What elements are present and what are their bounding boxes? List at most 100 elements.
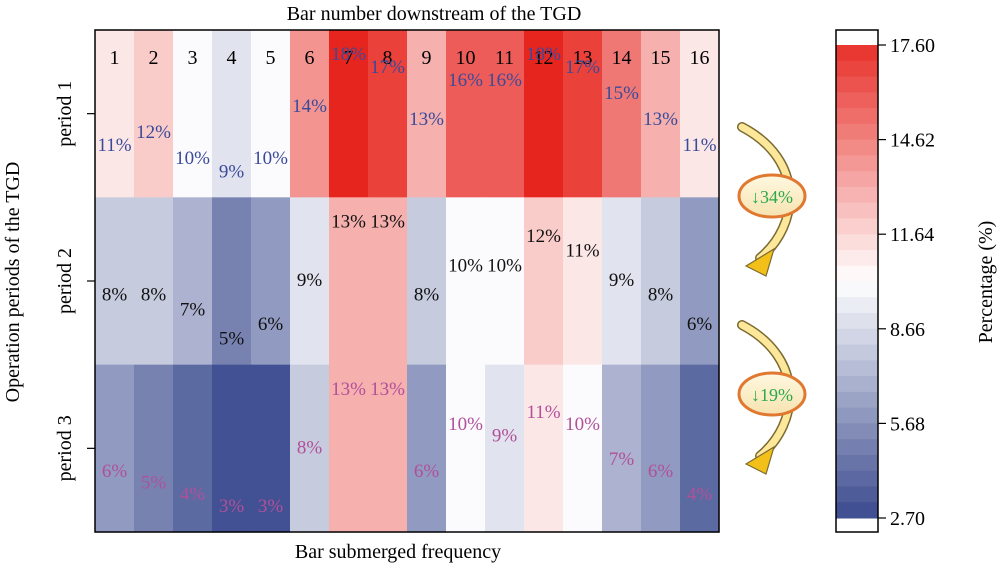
heatmap-cell bbox=[173, 197, 213, 366]
heatmap-cell bbox=[602, 364, 642, 533]
y-tick-label: period 3 bbox=[54, 415, 76, 481]
cell-value-label: 6% bbox=[102, 461, 128, 482]
colorbar-band bbox=[836, 281, 878, 298]
cell-value-label: 10% bbox=[448, 414, 483, 435]
reduction-annotation: ↓34% bbox=[737, 122, 807, 277]
heatmap-cell bbox=[290, 364, 330, 533]
heatmap-cell bbox=[563, 30, 603, 198]
x-tick-label: 8 bbox=[383, 47, 393, 69]
cell-value-label: 5% bbox=[219, 329, 245, 350]
heatmap-cell bbox=[212, 197, 252, 366]
heatmap-cell bbox=[563, 197, 603, 366]
cell-labels: 11%12%10%9%10%14%18%17%13%16% 16%18%17%15… bbox=[97, 44, 716, 517]
colorbar-band bbox=[836, 502, 878, 519]
cell-value-label: 18% bbox=[331, 44, 366, 65]
heatmap-cell bbox=[524, 30, 564, 198]
cell-value-label: 3% bbox=[258, 496, 284, 517]
x-tick-label: 7 bbox=[344, 47, 354, 69]
cell-value-label: 13% bbox=[331, 211, 366, 232]
heatmap-cell bbox=[641, 364, 681, 533]
heatmap-cell bbox=[485, 197, 525, 366]
y-tick-label: period 1 bbox=[54, 81, 76, 147]
colorbar-tick-label: 2.70 bbox=[890, 508, 925, 530]
cell-value-label: 17% bbox=[565, 57, 600, 78]
heatmap-cell bbox=[602, 197, 642, 366]
cell-value-label: 13% bbox=[331, 379, 366, 400]
colorbar-band bbox=[836, 486, 878, 503]
cell-value-label: 14% bbox=[292, 96, 327, 117]
y-tick-label: period 2 bbox=[54, 248, 76, 314]
heatmap-cell bbox=[134, 197, 174, 366]
heatmap-cell bbox=[680, 30, 720, 198]
colorbar-tick-label: 14.62 bbox=[890, 130, 935, 152]
heatmap-cell bbox=[446, 197, 486, 366]
annotation-ellipse bbox=[737, 371, 807, 417]
cell-value-label: 6% bbox=[687, 314, 713, 335]
heatmap-cell bbox=[95, 197, 135, 366]
cell-value-label: 5% bbox=[141, 472, 167, 493]
colorbar-band bbox=[836, 171, 878, 188]
colorbar-band bbox=[836, 344, 878, 361]
colorbar-band bbox=[836, 123, 878, 141]
arrow-head bbox=[744, 247, 776, 277]
heatmap-cell bbox=[290, 197, 330, 366]
y-axis-label: Operation periods of the TGD bbox=[2, 162, 24, 403]
x-tick-label: 10 bbox=[456, 47, 476, 69]
heatmap-cell bbox=[485, 364, 525, 533]
annotation-label: ↓19% bbox=[751, 385, 793, 405]
heatmap-cell bbox=[251, 364, 291, 533]
colorbar-tick-label: 5.68 bbox=[890, 413, 925, 435]
cell-value-label: 10% bbox=[487, 255, 522, 276]
chart-title: Bar number downstream of the TGD bbox=[287, 3, 582, 25]
cell-value-label: 11% bbox=[682, 135, 716, 156]
heatmap-cell bbox=[407, 30, 447, 198]
cell-value-label: 6% bbox=[414, 461, 440, 482]
colorbar-band bbox=[836, 360, 878, 377]
heatmap-cell bbox=[446, 364, 486, 533]
heatmap-cell bbox=[524, 197, 564, 366]
heatmap-cell bbox=[134, 364, 174, 533]
cell-value-label: 8% bbox=[414, 285, 440, 306]
heatmap-cell bbox=[680, 197, 720, 366]
colorbar-band bbox=[836, 407, 878, 424]
cell-value-label: 9% bbox=[492, 426, 518, 447]
colorbar-band bbox=[836, 391, 878, 409]
heatmap-cell bbox=[173, 30, 213, 198]
cell-value-label: 6% bbox=[258, 314, 284, 335]
x-tick-label: 12 bbox=[534, 47, 554, 69]
colorbar-tick-label: 11.64 bbox=[890, 224, 934, 246]
heatmap-cell bbox=[641, 30, 681, 198]
colorbar-band bbox=[836, 423, 878, 440]
x-tick-label: 13 bbox=[573, 47, 593, 69]
colorbar-bands bbox=[836, 45, 878, 519]
heatmap-cell bbox=[173, 364, 213, 533]
cell-value-label: 8% bbox=[648, 285, 674, 306]
cell-value-label: 16% bbox=[487, 70, 522, 91]
colorbar-band bbox=[836, 186, 878, 204]
colorbar-tick-label: 8.66 bbox=[890, 319, 925, 341]
x-tick-label: 5 bbox=[266, 47, 276, 69]
annotation-label: ↓34% bbox=[751, 187, 793, 207]
x-tick-label: 2 bbox=[149, 47, 159, 69]
cell-value-label: 15% bbox=[604, 83, 639, 104]
heatmap-cell bbox=[95, 364, 135, 533]
colorbar-band bbox=[836, 202, 878, 219]
cell-value-label: 13% bbox=[643, 109, 678, 130]
heatmap-cell bbox=[563, 364, 603, 533]
heatmap-cell bbox=[212, 364, 252, 533]
colorbar-band bbox=[836, 265, 878, 282]
colorbar-band bbox=[836, 376, 878, 393]
colorbar-label: Percentage (%) bbox=[975, 221, 997, 344]
heatmap-cell bbox=[368, 364, 408, 533]
colorbar-band bbox=[836, 60, 878, 78]
heatmap-cell bbox=[329, 30, 369, 198]
heatmap-cell bbox=[329, 364, 369, 533]
colorbar-frame bbox=[835, 29, 879, 533]
heatmap-cell bbox=[134, 30, 174, 198]
colorbar-band bbox=[836, 76, 878, 93]
heatmap-cell bbox=[680, 364, 720, 533]
cell-value-label: 8% bbox=[297, 437, 323, 458]
heatmap-cell bbox=[251, 197, 291, 366]
